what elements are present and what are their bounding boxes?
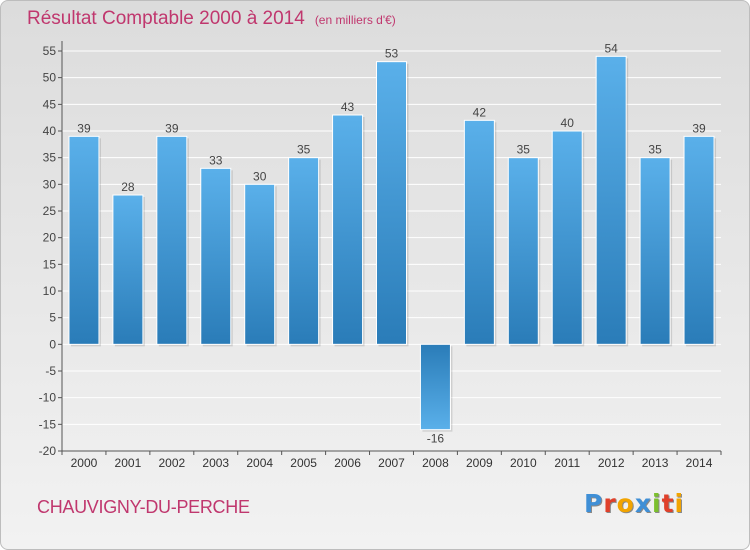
bar-value-label: 33 — [209, 153, 223, 167]
bar — [595, 55, 627, 345]
x-tick-label: 2014 — [686, 456, 713, 470]
y-tick-label: 25 — [43, 204, 57, 218]
bar-value-label: 39 — [165, 121, 179, 135]
x-tick-label: 2006 — [334, 456, 361, 470]
x-tick-label: 2012 — [598, 456, 625, 470]
logo-letter: i — [674, 489, 685, 518]
bar — [639, 157, 671, 345]
bar — [376, 61, 407, 345]
bar — [551, 130, 583, 345]
logo-letter: P — [584, 489, 604, 518]
bar — [68, 135, 100, 345]
bar — [244, 183, 276, 345]
x-tick-label: 2004 — [246, 456, 273, 470]
bar — [332, 114, 364, 345]
logo-letter: r — [603, 489, 617, 518]
bar-value-label: 54 — [604, 41, 618, 55]
logo-letter: t — [661, 489, 675, 518]
x-tick-label: 2013 — [642, 456, 669, 470]
y-tick-label: 40 — [43, 124, 57, 138]
bar — [683, 135, 715, 345]
chart-title: Résultat Comptable 2000 à 2014 (en millie… — [27, 8, 396, 30]
x-tick-label: 2001 — [115, 456, 142, 470]
chart-title-text: Résultat Comptable 2000 à 2014 — [27, 8, 305, 29]
bar-value-label: 42 — [473, 105, 487, 119]
x-tick-label: 2008 — [422, 456, 449, 470]
bar — [156, 135, 188, 345]
x-tick-label: 2007 — [378, 456, 405, 470]
x-tick-label: 2000 — [71, 456, 98, 470]
y-tick-label: -20 — [39, 444, 57, 458]
chart-unit-label: (en milliers d'€) — [314, 13, 396, 27]
bar-value-label: 30 — [253, 169, 267, 183]
bar — [419, 343, 451, 431]
x-tick-label: 2011 — [554, 456, 580, 470]
x-tick-label: 2009 — [466, 456, 493, 470]
bar-value-label: 35 — [297, 143, 311, 157]
bar — [112, 194, 144, 345]
y-tick-label: 35 — [43, 151, 57, 165]
y-tick-label: 50 — [43, 71, 57, 85]
bar-value-label: -16 — [427, 432, 445, 446]
y-tick-label: -5 — [45, 364, 56, 378]
y-tick-label: 10 — [43, 284, 57, 298]
bar-value-label: 40 — [561, 116, 575, 130]
logo-letter: x — [634, 489, 652, 518]
logo-letter: o — [616, 489, 635, 518]
proxiti-logo: Proxiti — [584, 489, 684, 518]
bar-value-label: 43 — [341, 100, 355, 114]
bar-value-label: 28 — [121, 180, 135, 194]
bar-value-label: 35 — [517, 143, 531, 157]
y-tick-label: 45 — [43, 97, 57, 111]
x-tick-label: 2010 — [510, 456, 537, 470]
logo-letter: i — [652, 489, 662, 518]
y-tick-label: 5 — [49, 311, 56, 325]
y-tick-label: 15 — [43, 257, 57, 271]
bar — [463, 119, 495, 345]
bar-value-label: 53 — [385, 47, 399, 61]
y-tick-label: -10 — [39, 391, 57, 405]
bar-value-label: 35 — [648, 143, 662, 157]
bar — [507, 157, 539, 345]
bar-value-label: 39 — [77, 121, 91, 135]
bar-value-label: 39 — [692, 121, 706, 135]
bar — [200, 167, 232, 345]
bar — [288, 157, 320, 345]
y-tick-label: -15 — [39, 417, 57, 431]
y-tick-label: 20 — [43, 231, 57, 245]
x-tick-label: 2005 — [290, 456, 317, 470]
commune-name: CHAUVIGNY-DU-PERCHE — [37, 497, 250, 517]
y-tick-label: 30 — [43, 177, 57, 191]
y-tick-label: 55 — [43, 44, 57, 58]
y-tick-label: 0 — [49, 337, 56, 351]
x-tick-label: 2002 — [158, 456, 185, 470]
x-tick-label: 2003 — [202, 456, 229, 470]
